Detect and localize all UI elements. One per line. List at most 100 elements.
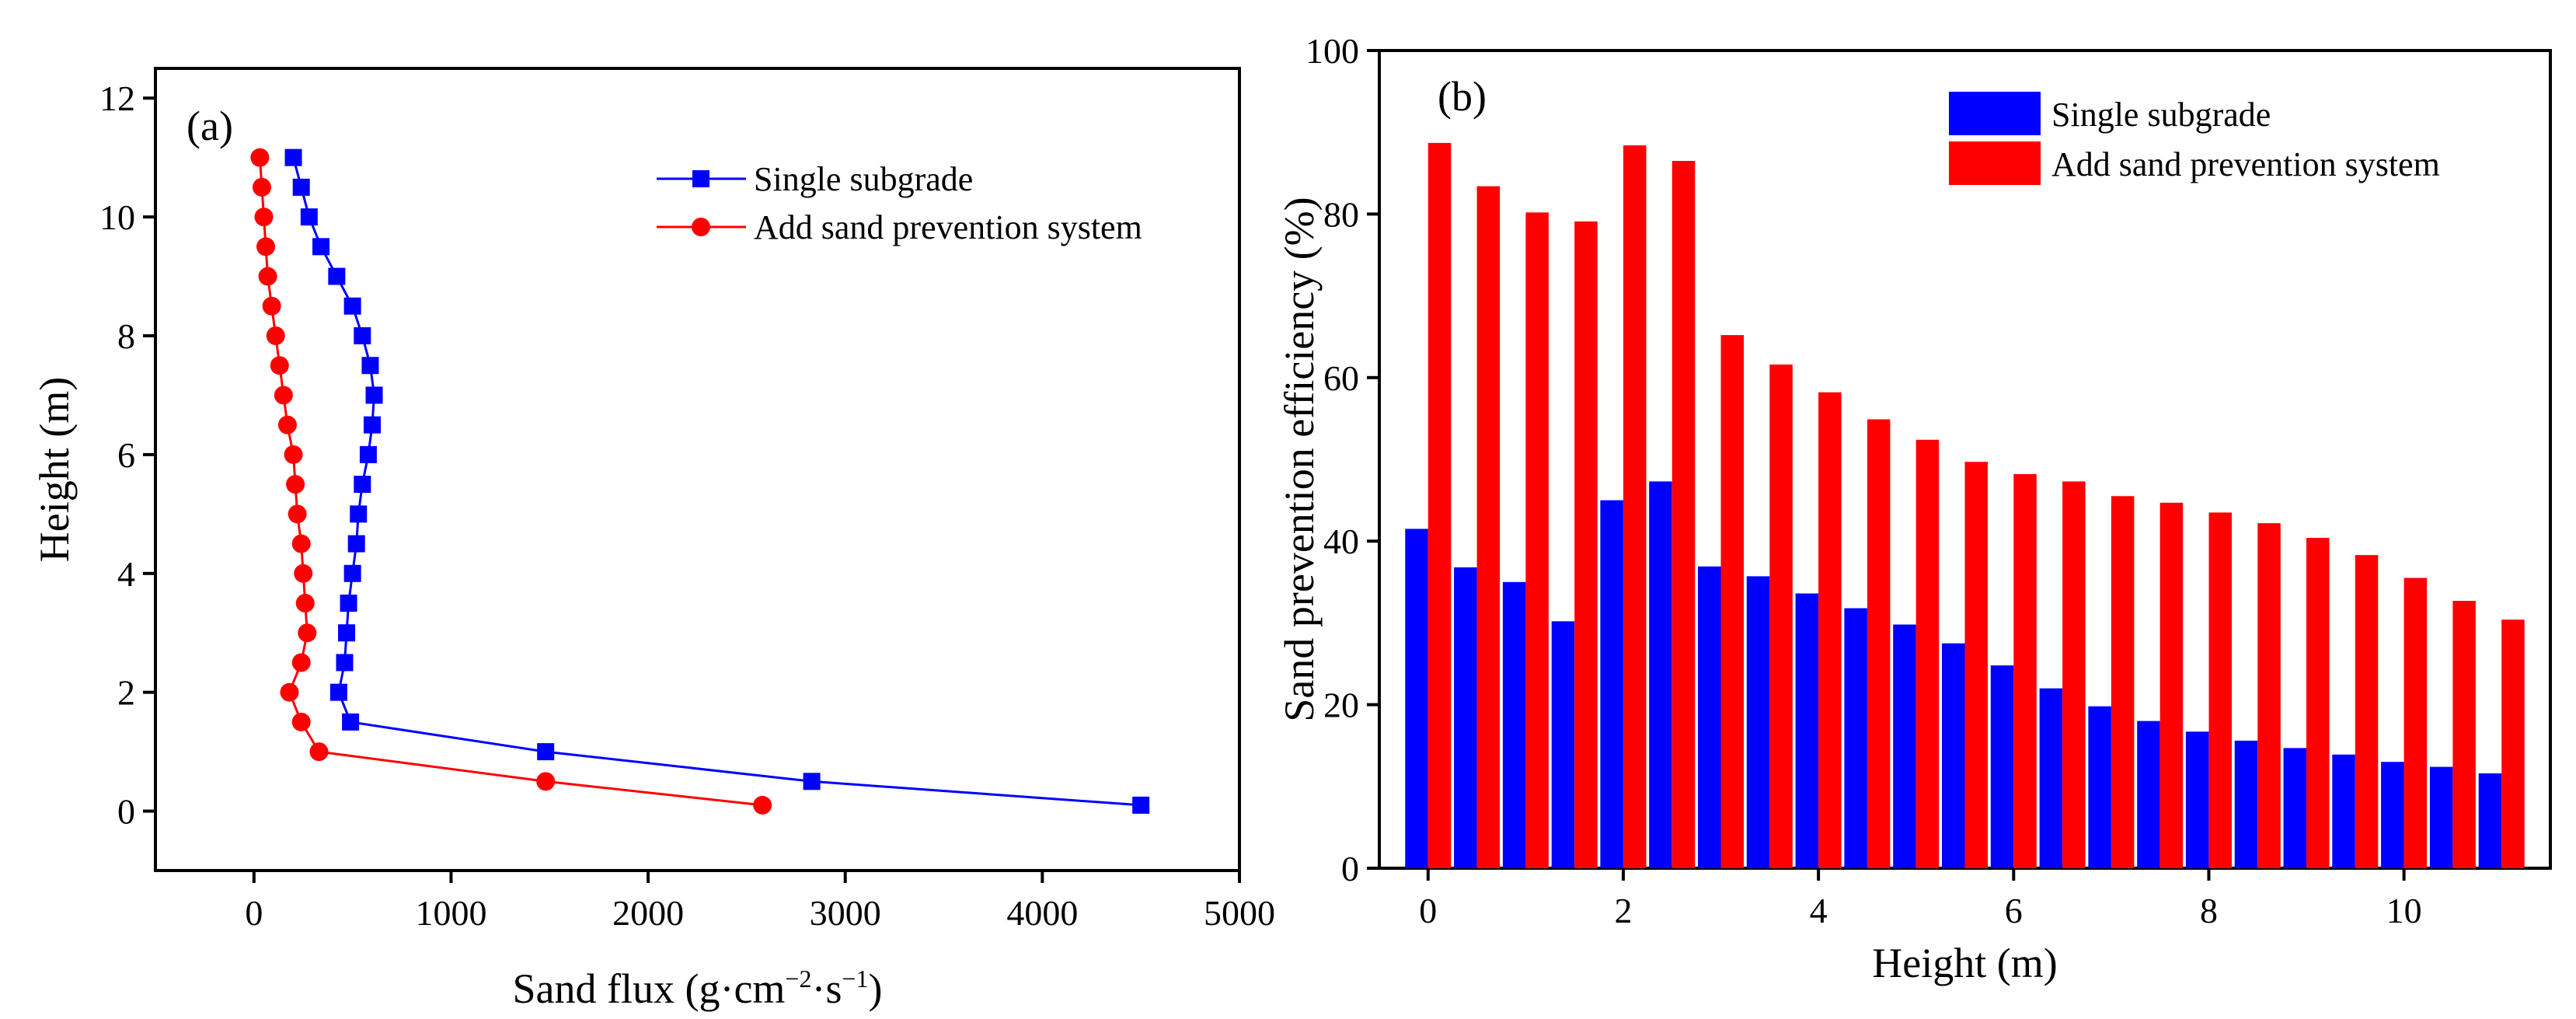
data-point-circle xyxy=(277,415,297,434)
data-point-square xyxy=(338,624,356,642)
bar-single-subgrade xyxy=(1502,581,1526,868)
bar-single-subgrade xyxy=(1844,608,1867,868)
data-point-square xyxy=(342,713,360,731)
bar-sand-prevention xyxy=(1623,145,1647,868)
data-point-circle xyxy=(250,148,270,167)
bar-sand-prevention xyxy=(2208,512,2232,868)
panel-a-frame xyxy=(154,67,1241,872)
data-point-square xyxy=(329,683,347,701)
data-point-circle xyxy=(258,267,277,286)
x-tick-label: 6 xyxy=(2005,891,2023,930)
bar-single-subgrade xyxy=(2137,721,2160,868)
bar-sand-prevention xyxy=(1427,142,1452,868)
x-tick-label: 0 xyxy=(1419,891,1437,930)
panel-b-label: (b) xyxy=(1438,73,1487,120)
data-point-square xyxy=(340,595,357,612)
data-point-circle xyxy=(266,326,285,345)
data-point-circle xyxy=(291,534,311,553)
x-tick-label: 10 xyxy=(2386,891,2422,930)
y-tick-label: 12 xyxy=(99,79,135,118)
bar-sand-prevention xyxy=(1915,439,1940,868)
bar-sand-prevention xyxy=(1476,186,1501,869)
y-tick-label: 100 xyxy=(1305,31,1359,71)
bar-sand-prevention xyxy=(2257,523,2281,868)
bar-single-subgrade xyxy=(1746,576,1770,868)
bar-single-subgrade xyxy=(1649,481,1672,868)
y-tick-label: 0 xyxy=(1341,849,1359,888)
bar-single-subgrade xyxy=(1454,567,1477,868)
bar-single-subgrade xyxy=(1942,643,1965,868)
bar-sand-prevention xyxy=(2111,496,2135,868)
data-point-square xyxy=(364,416,381,434)
data-point-square xyxy=(328,267,346,285)
bar-single-subgrade xyxy=(2283,748,2306,868)
y-tick-label: 40 xyxy=(1323,522,1359,561)
y-tick-label: 60 xyxy=(1323,358,1359,398)
x-tick-label: 1000 xyxy=(415,893,486,933)
bar-sand-prevention xyxy=(2501,619,2525,868)
x-tick-label: 4 xyxy=(1810,891,1828,930)
data-point-circle xyxy=(298,623,317,643)
panel-a-label: (a) xyxy=(186,103,233,149)
bar-sand-prevention xyxy=(1525,212,1549,868)
bar-sand-prevention xyxy=(1964,462,1988,868)
x-tick-label: 4000 xyxy=(1006,893,1078,933)
data-point-circle xyxy=(753,795,772,815)
legend-label: Single subgrade xyxy=(754,160,973,198)
legend-swatch xyxy=(1949,92,2041,135)
data-point-circle xyxy=(286,475,305,494)
x-axis-label: Sand flux (g·cm−2·s−1) xyxy=(513,965,883,1012)
bar-single-subgrade xyxy=(2234,740,2258,868)
bar-single-subgrade xyxy=(2381,762,2404,868)
data-point-square xyxy=(292,178,310,196)
bar-single-subgrade xyxy=(1600,500,1623,868)
bar-sand-prevention xyxy=(1574,221,1598,868)
bar-sand-prevention xyxy=(2306,538,2330,868)
series-line-1 xyxy=(258,157,763,807)
data-point-circle xyxy=(274,386,293,405)
data-point-square xyxy=(336,654,354,672)
legend-swatch xyxy=(1949,141,2041,185)
bar-single-subgrade xyxy=(2478,773,2502,868)
panel-a: 0 1000 2000 3000 4000 5000 0 2 4 6 8 10 12 Sand flux … xyxy=(31,67,1275,1012)
y-tick-label: 20 xyxy=(1323,686,1359,725)
bar-sand-prevention xyxy=(1720,335,1744,869)
y-tick-label: 4 xyxy=(117,554,135,594)
data-point-circle xyxy=(252,177,271,197)
y-tick-label: 80 xyxy=(1323,194,1359,234)
legend-marker xyxy=(692,170,709,187)
bar-sand-prevention xyxy=(1671,161,1696,868)
data-point-square xyxy=(361,357,379,375)
bar-single-subgrade xyxy=(2332,754,2355,868)
y-tick-label: 8 xyxy=(117,316,135,356)
bar-single-subgrade xyxy=(2088,706,2111,868)
bar-sand-prevention xyxy=(1867,419,1891,868)
data-point-square xyxy=(354,327,371,344)
data-point-square xyxy=(537,743,555,761)
bar-single-subgrade xyxy=(1893,624,1916,868)
bar-single-subgrade xyxy=(1990,665,2014,868)
bar-single-subgrade xyxy=(2429,766,2453,868)
data-point-square xyxy=(343,297,361,315)
x-tick-label: 8 xyxy=(2200,891,2218,930)
data-point-circle xyxy=(256,237,276,256)
data-point-circle xyxy=(262,296,281,316)
data-point-square xyxy=(803,773,821,790)
bar-single-subgrade xyxy=(1698,566,1721,868)
bar-sand-prevention xyxy=(2355,555,2379,868)
bar-sand-prevention xyxy=(1769,365,1793,868)
x-tick-label: 5000 xyxy=(1204,893,1275,933)
bar-sand-prevention xyxy=(2403,578,2428,868)
bar-sand-prevention xyxy=(2013,473,2037,868)
data-point-square xyxy=(354,476,371,494)
y-axis-label: Sand prevention efficiency (%) xyxy=(1276,197,1323,721)
bar-single-subgrade xyxy=(2185,731,2209,868)
x-tick-label: 3000 xyxy=(810,893,881,933)
data-point-circle xyxy=(291,653,311,672)
x-tick-label: 2 xyxy=(1614,891,1632,930)
x-tick-label: 0 xyxy=(245,893,263,933)
legend-label: Add sand prevention system xyxy=(754,208,1142,246)
data-point-circle xyxy=(295,594,315,612)
